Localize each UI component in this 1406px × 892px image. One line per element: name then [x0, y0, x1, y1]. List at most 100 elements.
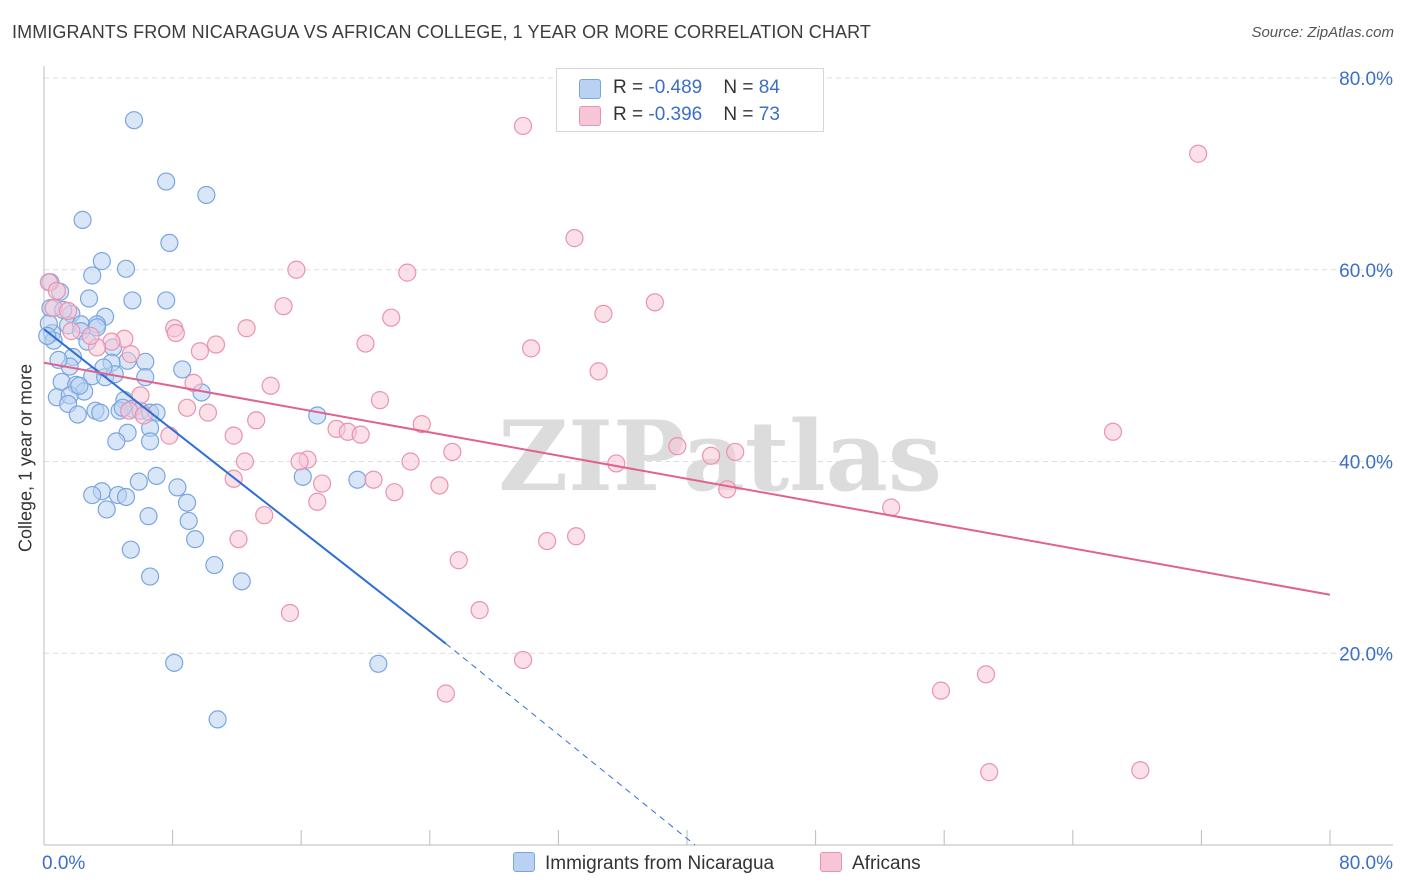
bottom-legend-africans: Africans: [820, 852, 921, 875]
r-value: -0.396: [648, 104, 703, 125]
nicaragua-point: [68, 405, 87, 424]
legend-label: Immigrants from Nicaragua: [545, 853, 775, 874]
africans-point: [1103, 422, 1123, 441]
africans-point: [312, 474, 332, 493]
africans-point: [382, 308, 401, 327]
africans-point: [513, 650, 533, 670]
africans-point: [370, 391, 390, 410]
nicaragua-point: [232, 572, 251, 591]
africans-point: [62, 322, 81, 341]
africans-point: [980, 763, 999, 782]
y-tick-label: 60.0%: [1339, 261, 1393, 282]
africans-point: [931, 681, 951, 700]
nicaragua-point: [177, 493, 197, 512]
nicaragua-point: [116, 259, 136, 278]
nicaragua-point: [129, 472, 148, 491]
africans-point: [177, 398, 197, 417]
africans-point: [190, 342, 210, 361]
africans-point: [274, 297, 293, 316]
nicaragua-point: [79, 289, 99, 308]
africans-point: [261, 376, 280, 395]
africans-point: [594, 304, 613, 323]
chart-source: Source: ZipAtlas.com: [1251, 24, 1394, 41]
africans-point: [538, 531, 557, 551]
africans-point: [718, 480, 737, 499]
nicaragua-point: [160, 233, 179, 253]
africans-point: [436, 684, 455, 703]
pink-swatch: [820, 852, 842, 872]
africans-point: [607, 454, 626, 473]
africans-point: [589, 362, 608, 381]
nicaragua-point: [173, 360, 192, 379]
nicaragua-point: [73, 210, 92, 229]
n-value: 84: [758, 77, 780, 98]
grid-lines: [44, 77, 1393, 654]
africans-point: [412, 415, 431, 434]
nicaragua-trend-line: [43, 328, 447, 645]
nicaragua-point: [140, 567, 160, 586]
africans-point: [566, 527, 586, 546]
africans-point: [449, 551, 468, 570]
y-axis-label: College, 1 year or more: [15, 363, 36, 553]
africans-point: [59, 301, 78, 321]
y-tick-label: 20.0%: [1339, 644, 1393, 665]
nicaragua-point: [147, 466, 166, 485]
africans-point: [255, 506, 274, 525]
nicaragua-point: [348, 470, 367, 489]
africans-point: [356, 334, 375, 353]
nicaragua-point: [308, 406, 327, 425]
africans-point: [470, 601, 489, 620]
bottom-legend-nicaragua: Immigrants from Nicaragua: [513, 852, 774, 875]
africans-point: [398, 263, 417, 282]
africans-point: [565, 229, 584, 248]
africans-point: [443, 442, 462, 462]
legend-row-text: R = -0.489 N = 84: [613, 77, 780, 98]
stats-legend: R = -0.489 N = 84 R = -0.396 N = 73: [556, 68, 824, 132]
africans-point: [308, 492, 327, 511]
y-tick-label: 80.0%: [1339, 69, 1393, 90]
r-value: -0.489: [648, 77, 703, 98]
nicaragua-point: [369, 654, 388, 673]
nicaragua-point: [186, 530, 205, 549]
africans-point: [131, 386, 150, 405]
africans-point: [235, 452, 255, 471]
nicaragua-point: [208, 710, 227, 729]
africans-point: [134, 406, 153, 425]
nicaragua-point: [139, 507, 158, 526]
nicaragua-point: [179, 511, 198, 531]
nicaragua-point: [70, 376, 89, 395]
nicaragua-point: [123, 291, 142, 310]
nicaragua-point: [83, 485, 102, 505]
africans-point: [668, 437, 687, 456]
africans-point: [166, 323, 185, 343]
africans-point: [430, 476, 449, 495]
nicaragua-point: [205, 555, 224, 575]
pink-swatch: [579, 106, 601, 126]
africans-point: [726, 442, 745, 462]
africans-point: [237, 319, 256, 338]
africans-point: [364, 470, 383, 489]
africans-point: [280, 603, 300, 623]
x-tick-label: 0.0%: [42, 853, 85, 874]
nicaragua-point: [121, 540, 140, 559]
africans-point: [198, 403, 218, 422]
nicaragua-point: [124, 111, 144, 130]
nicaragua-point: [293, 467, 312, 486]
africans-point: [351, 425, 370, 444]
nicaragua-point: [157, 291, 176, 310]
nicaragua-trend-extension: [445, 643, 696, 846]
africans-point: [385, 483, 404, 502]
africans-point: [47, 281, 66, 300]
africans-point: [247, 411, 266, 430]
africans-point: [513, 116, 533, 136]
africans-point: [206, 335, 226, 354]
africans-point: [702, 446, 721, 465]
nicaragua-point: [83, 266, 102, 285]
africans-point: [882, 498, 901, 517]
legend-label: Africans: [852, 853, 921, 874]
africans-point: [401, 452, 420, 471]
x-tick-label: 80.0%: [1339, 853, 1393, 874]
africans-point: [160, 426, 179, 445]
trend-lines: [43, 328, 1331, 846]
nicaragua-point: [157, 172, 176, 191]
